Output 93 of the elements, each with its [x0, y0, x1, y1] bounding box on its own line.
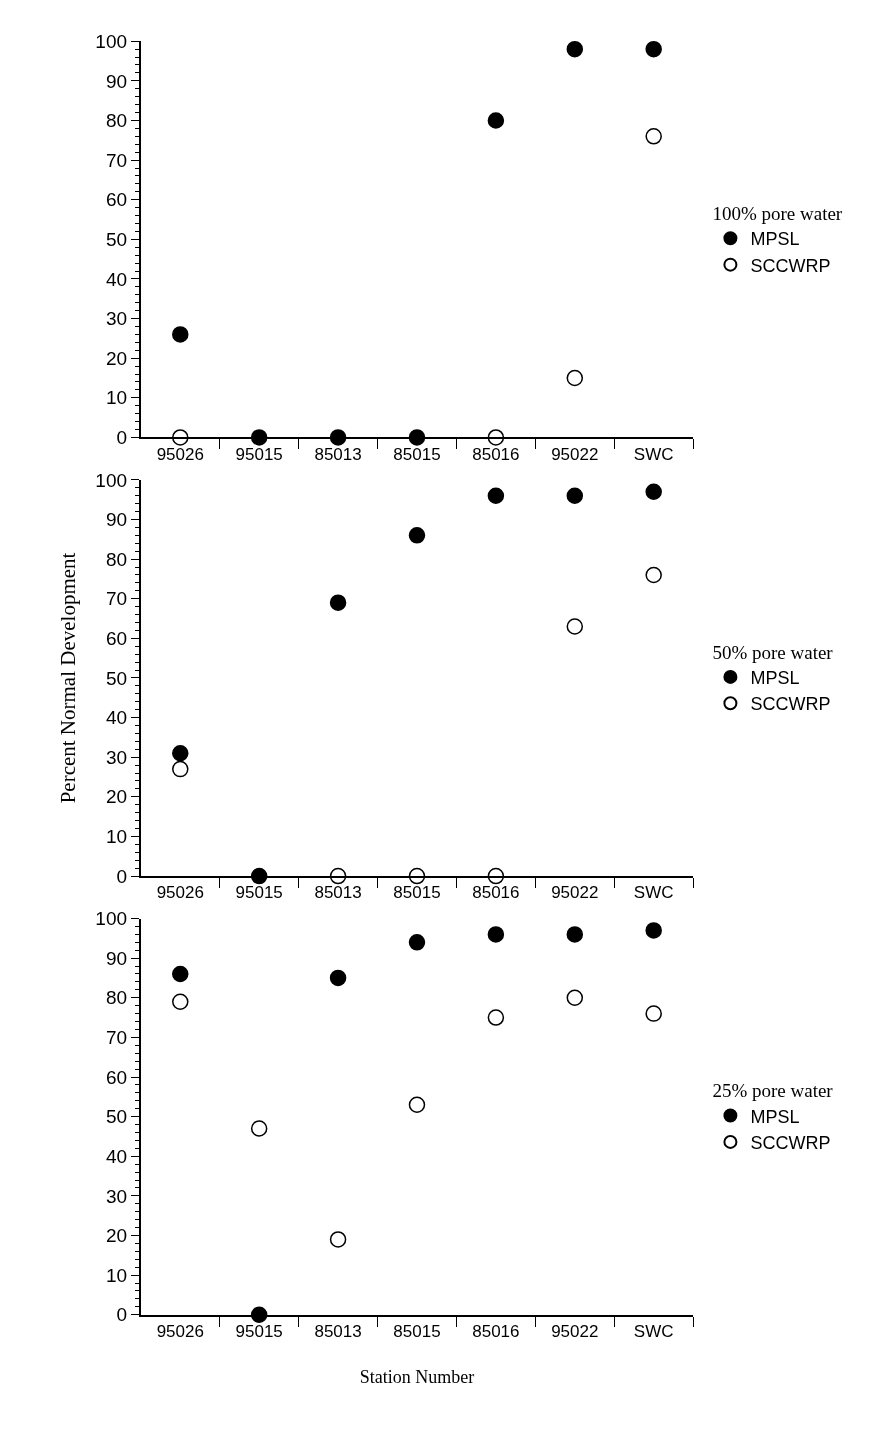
y-tick-label: 40 — [105, 1145, 128, 1167]
x-tick-label: 95022 — [551, 883, 599, 903]
point — [566, 369, 584, 387]
point — [566, 618, 584, 635]
point — [566, 487, 584, 504]
point — [487, 1009, 505, 1026]
point — [487, 112, 505, 129]
y-tick-label: 20 — [105, 347, 128, 369]
y-tick-label: 20 — [105, 786, 128, 808]
point — [487, 926, 505, 943]
point — [329, 1231, 347, 1248]
legend-title: 50% pore water — [712, 641, 834, 663]
legend-title: 25% pore water — [712, 1080, 834, 1102]
y-tick-label: 60 — [105, 628, 128, 650]
point — [487, 487, 505, 504]
x-tick-label: 95026 — [156, 883, 204, 903]
x-tick-label: 85013 — [314, 883, 362, 903]
y-tick-label: 90 — [105, 947, 128, 969]
y-tick-label: 50 — [105, 667, 128, 689]
point — [408, 527, 426, 544]
x-tick-label: 95026 — [156, 444, 204, 464]
y-tick-label: 30 — [105, 746, 128, 768]
x-tick-label: 85013 — [314, 1322, 362, 1342]
point — [408, 934, 426, 951]
x-tick-label: 95015 — [235, 444, 283, 464]
x-axis-title: Station Number — [359, 1366, 475, 1387]
y-tick-label: 0 — [116, 427, 128, 449]
legend-label: MPSL — [750, 229, 800, 250]
y-tick-label: 90 — [105, 70, 128, 92]
legend-label: MPSL — [750, 1106, 800, 1127]
x-tick-label: 85016 — [472, 1322, 520, 1342]
y-tick-label: 40 — [105, 707, 128, 729]
point — [645, 922, 662, 939]
y-tick-label: 30 — [105, 1185, 128, 1207]
x-tick-label: SWC — [633, 1322, 674, 1342]
point — [172, 965, 189, 983]
x-tick-label: 85016 — [472, 883, 520, 903]
x-tick-label: 95015 — [235, 1322, 283, 1342]
legend-label: SCCWRP — [750, 694, 831, 715]
y-tick-label: 70 — [105, 588, 128, 610]
point — [329, 969, 347, 987]
y-tick-label: 80 — [105, 987, 128, 1009]
y-tick-label: 10 — [105, 826, 128, 848]
x-tick-label: 85015 — [393, 1322, 441, 1342]
x-tick-label: 95015 — [235, 883, 283, 903]
y-axis-title: Percent Normal Development — [55, 552, 80, 804]
x-tick-label: 95026 — [156, 1322, 204, 1342]
point — [566, 40, 584, 58]
x-tick-label: 85016 — [472, 444, 520, 464]
y-tick-label: 10 — [105, 387, 128, 409]
y-tick-label: 50 — [105, 1106, 128, 1128]
y-tick-label: 70 — [105, 149, 128, 171]
y-tick-label: 60 — [105, 189, 128, 211]
y-tick-label: 80 — [105, 548, 128, 570]
y-tick-label: 50 — [105, 228, 128, 250]
point — [172, 745, 189, 762]
point — [645, 40, 662, 58]
x-tick-label: 85015 — [393, 883, 441, 903]
y-tick-label: 60 — [105, 1066, 128, 1088]
point — [250, 1120, 268, 1137]
point — [645, 128, 662, 145]
x-tick-label: 85015 — [393, 444, 441, 464]
x-tick-label: 95022 — [551, 1322, 599, 1342]
point — [408, 1096, 426, 1113]
x-tick-label: 95022 — [551, 444, 599, 464]
y-tick-label: 90 — [105, 509, 128, 531]
point — [566, 989, 584, 1007]
point — [172, 760, 189, 778]
y-tick-label: 40 — [105, 268, 128, 290]
y-tick-label: 10 — [105, 1264, 128, 1286]
legend-label: SCCWRP — [750, 255, 831, 276]
point — [329, 594, 347, 611]
y-tick-label: 70 — [105, 1027, 128, 1049]
y-tick-label: 100 — [95, 908, 128, 930]
point — [172, 993, 189, 1010]
y-tick-label: 20 — [105, 1225, 128, 1247]
x-tick-label: SWC — [633, 444, 674, 464]
y-tick-label: 100 — [95, 469, 128, 491]
y-tick-label: 0 — [116, 1304, 128, 1326]
legend-label: MPSL — [750, 667, 800, 688]
y-tick-label: 0 — [116, 865, 128, 887]
point — [645, 1005, 662, 1022]
y-tick-label: 80 — [105, 110, 128, 132]
x-tick-label: SWC — [633, 883, 674, 903]
point — [566, 926, 584, 943]
point — [645, 566, 662, 584]
y-tick-label: 30 — [105, 308, 128, 330]
x-tick-label: 85013 — [314, 444, 362, 464]
legend-title: 100% pore water — [712, 203, 843, 225]
y-tick-label: 100 — [95, 30, 128, 52]
point — [645, 483, 662, 501]
legend-label: SCCWRP — [750, 1132, 831, 1153]
point — [172, 326, 189, 343]
